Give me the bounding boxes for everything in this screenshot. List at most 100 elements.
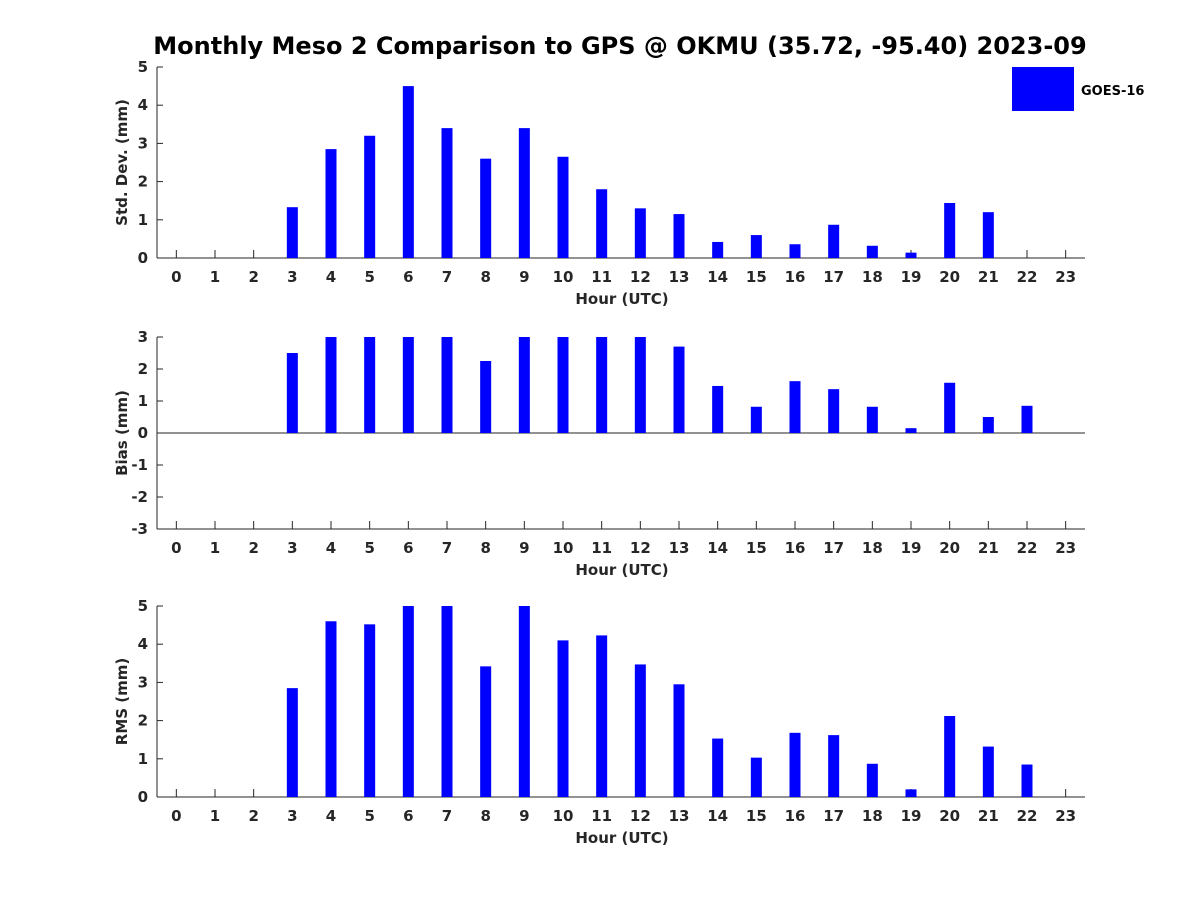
x-tick-label: 19 xyxy=(901,807,922,825)
bar xyxy=(750,406,762,433)
x-tick-label: 4 xyxy=(326,268,336,286)
bar xyxy=(364,337,376,433)
y-axis-label: Bias (mm) xyxy=(113,390,131,476)
y-tick-label: 2 xyxy=(138,173,148,191)
x-tick-label: 15 xyxy=(746,539,767,557)
bar xyxy=(789,381,801,433)
x-tick-label: 9 xyxy=(519,807,529,825)
x-tick-label: 14 xyxy=(707,807,728,825)
y-tick-label: -1 xyxy=(131,456,148,474)
x-tick-label: 18 xyxy=(862,268,883,286)
bar xyxy=(866,763,878,797)
y-tick-label: 5 xyxy=(138,58,148,76)
x-tick-label: 8 xyxy=(480,268,490,286)
x-tick-label: 10 xyxy=(553,268,574,286)
bar xyxy=(518,606,530,797)
y-tick-label: -2 xyxy=(131,488,148,506)
bar xyxy=(286,353,298,433)
legend: GOES-16 xyxy=(1012,67,1144,111)
x-tick-label: 7 xyxy=(442,807,452,825)
figure-title: Monthly Meso 2 Comparison to GPS @ OKMU … xyxy=(153,32,1086,60)
x-axis-label: Hour (UTC) xyxy=(575,561,668,579)
y-tick-label: -3 xyxy=(131,520,148,538)
bar xyxy=(673,214,685,258)
x-tick-label: 22 xyxy=(1017,807,1038,825)
bar xyxy=(1021,764,1033,797)
x-tick-label: 9 xyxy=(519,539,529,557)
x-tick-label: 11 xyxy=(591,268,612,286)
x-tick-label: 8 xyxy=(480,807,490,825)
x-tick-label: 6 xyxy=(403,807,413,825)
bar xyxy=(634,208,646,258)
bar xyxy=(944,716,956,797)
bar xyxy=(982,212,994,258)
x-tick-label: 4 xyxy=(326,807,336,825)
x-tick-label: 5 xyxy=(364,807,374,825)
bar xyxy=(441,337,453,433)
y-tick-label: 4 xyxy=(138,96,148,114)
bar xyxy=(673,346,685,433)
bar xyxy=(441,128,453,258)
x-tick-label: 1 xyxy=(210,268,220,286)
bar xyxy=(828,735,840,797)
y-tick-label: 1 xyxy=(138,211,148,229)
x-tick-label: 10 xyxy=(553,807,574,825)
bar xyxy=(982,417,994,433)
bar xyxy=(634,337,646,433)
y-tick-label: 4 xyxy=(138,635,148,653)
x-tick-label: 2 xyxy=(248,539,258,557)
x-tick-label: 21 xyxy=(978,807,999,825)
bar xyxy=(596,635,608,797)
x-tick-label: 20 xyxy=(939,807,960,825)
x-tick-label: 14 xyxy=(707,539,728,557)
x-tick-label: 22 xyxy=(1017,268,1038,286)
y-axis-label: Std. Dev. (mm) xyxy=(113,99,131,226)
bar xyxy=(712,241,724,258)
bar xyxy=(634,664,646,797)
bar xyxy=(364,135,376,258)
x-tick-label: 18 xyxy=(862,807,883,825)
y-tick-label: 5 xyxy=(138,597,148,615)
x-tick-label: 18 xyxy=(862,539,883,557)
bar xyxy=(518,337,530,433)
x-tick-label: 20 xyxy=(939,268,960,286)
bar xyxy=(325,337,337,433)
x-tick-label: 17 xyxy=(823,539,844,557)
bar xyxy=(982,746,994,797)
x-tick-label: 16 xyxy=(785,268,806,286)
bar xyxy=(750,757,762,797)
x-tick-label: 17 xyxy=(823,807,844,825)
bar xyxy=(905,428,917,433)
x-tick-label: 23 xyxy=(1055,539,1076,557)
x-tick-label: 11 xyxy=(591,807,612,825)
bar xyxy=(828,389,840,433)
bar xyxy=(402,337,414,433)
x-tick-label: 13 xyxy=(669,807,690,825)
bar xyxy=(944,382,956,433)
bar xyxy=(905,252,917,258)
x-tick-label: 2 xyxy=(248,268,258,286)
x-tick-label: 21 xyxy=(978,268,999,286)
bar xyxy=(789,732,801,797)
bar xyxy=(712,385,724,433)
legend-swatch-goes-16 xyxy=(1012,67,1074,111)
x-tick-label: 3 xyxy=(287,268,297,286)
bar xyxy=(866,245,878,258)
bar xyxy=(518,128,530,258)
bar xyxy=(286,207,298,258)
bar xyxy=(712,738,724,797)
x-tick-label: 23 xyxy=(1055,268,1076,286)
x-tick-label: 20 xyxy=(939,539,960,557)
x-tick-label: 0 xyxy=(171,268,181,286)
y-tick-label: 0 xyxy=(138,788,148,806)
x-tick-label: 3 xyxy=(287,807,297,825)
x-tick-label: 21 xyxy=(978,539,999,557)
x-tick-label: 12 xyxy=(630,807,651,825)
x-tick-label: 1 xyxy=(210,539,220,557)
x-tick-label: 12 xyxy=(630,539,651,557)
x-tick-label: 1 xyxy=(210,807,220,825)
x-tick-label: 10 xyxy=(553,539,574,557)
